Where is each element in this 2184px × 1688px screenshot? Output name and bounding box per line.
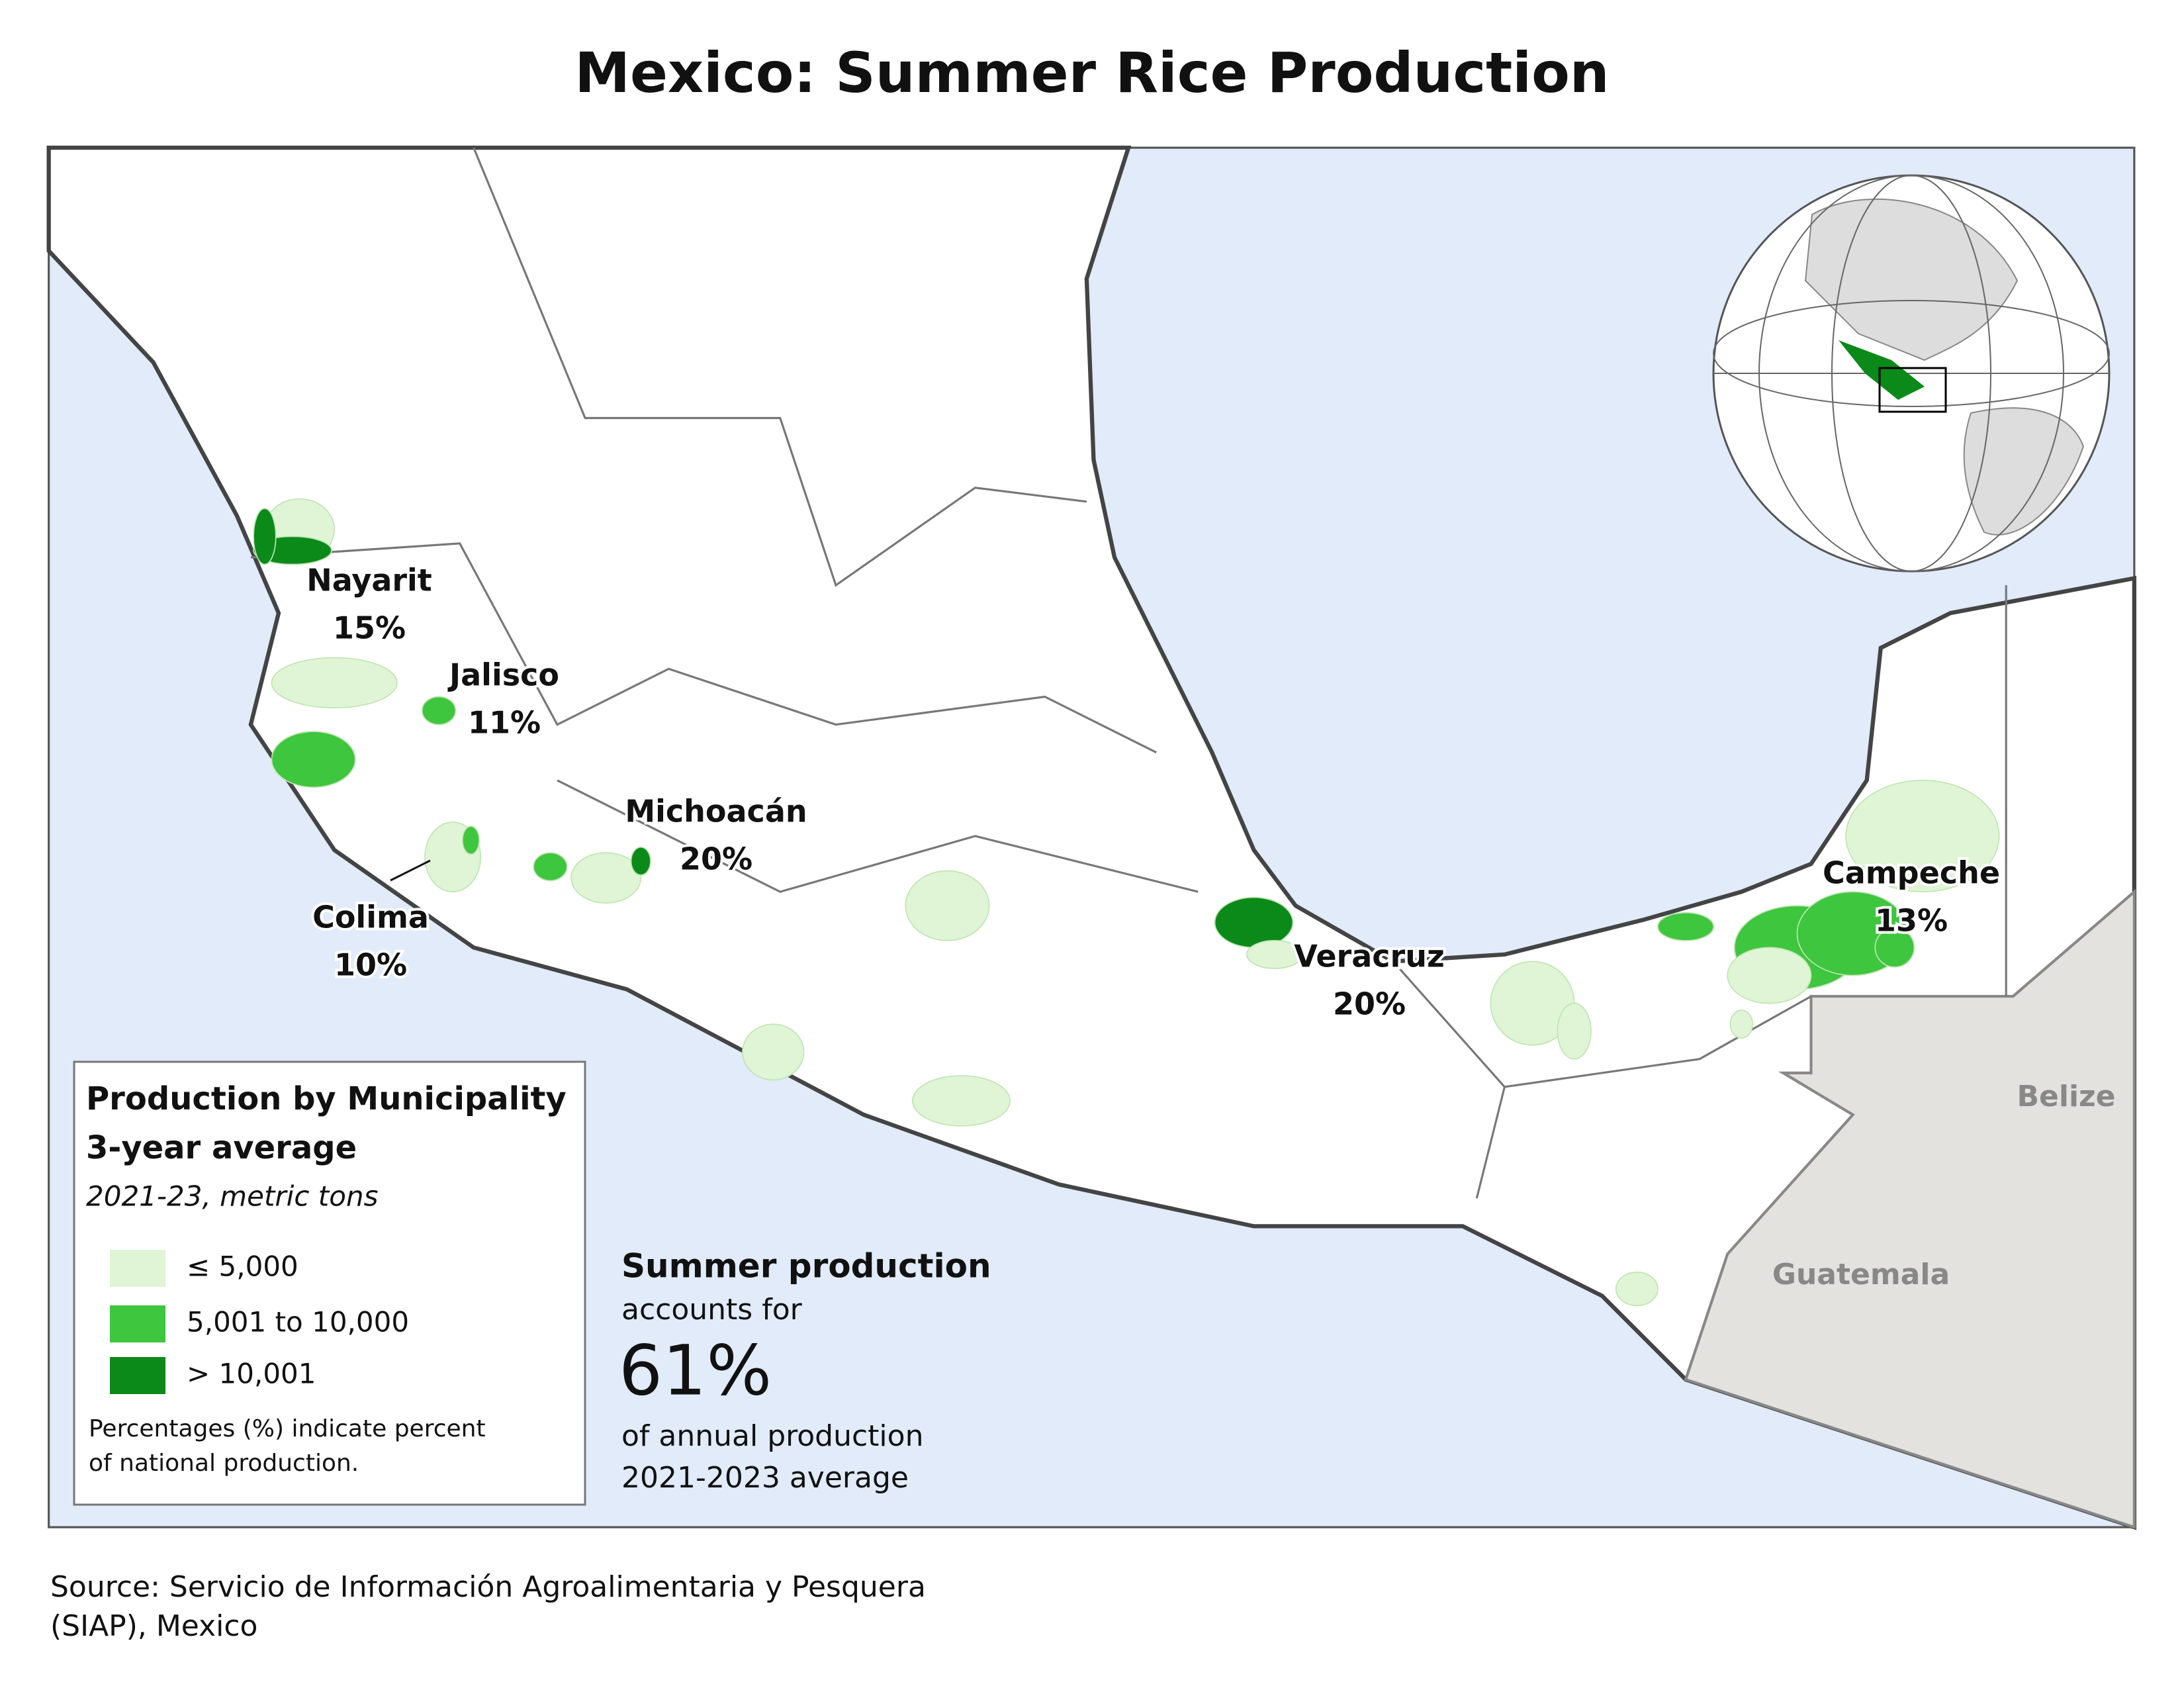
production-areas	[253, 498, 2000, 1307]
municipality	[1557, 1002, 1592, 1060]
legend-swatch	[110, 1357, 165, 1394]
summary-text: 2021-2023 average	[621, 1461, 909, 1495]
title: Mexico: Summer Rice Production	[574, 40, 1609, 105]
region-share: 10%	[334, 947, 407, 983]
region-name: Jalisco	[447, 657, 559, 693]
state-borders	[250, 147, 2007, 1199]
guatemala-belize	[1684, 888, 2136, 1529]
legend-note: Percentages (%) indicate percent	[89, 1415, 486, 1442]
municipality	[533, 852, 568, 882]
source: (SIAP), Mexico	[50, 1609, 257, 1643]
region-share: 11%	[468, 705, 541, 741]
summary-text: accounts for	[621, 1293, 803, 1327]
source: Source: Servicio de Información Agroalim…	[50, 1570, 926, 1604]
municipality	[462, 825, 480, 855]
region-name: Veracruz	[1294, 939, 1444, 974]
municipality	[271, 657, 398, 709]
legend-note: of national production.	[89, 1450, 359, 1477]
municipality	[1729, 1009, 1753, 1039]
legend-label: 5,001 to 10,000	[187, 1306, 409, 1338]
country-label: Belize	[2017, 1080, 2116, 1113]
municipality	[1214, 896, 1294, 949]
globe	[1712, 174, 2111, 573]
municipality	[1874, 927, 1915, 968]
municipality	[271, 731, 356, 788]
leader-line	[390, 859, 431, 882]
legend: Production by Municipality 3-year averag…	[86, 1080, 567, 1477]
summary-figure: 61%	[619, 1330, 772, 1411]
region-labels: Nayarit 15% Jalisco 11% Michoacán 20% Colima 10…	[304, 560, 2003, 1025]
region-name: Michoacán	[625, 794, 807, 829]
legend-label: ≤ 5,000	[187, 1250, 298, 1283]
summary-text: of annual production	[621, 1419, 923, 1453]
region-share: 20%	[1333, 986, 1406, 1022]
municipality	[1657, 912, 1714, 941]
country-label: Guatemala	[1772, 1258, 1950, 1291]
region-share: 20%	[680, 841, 752, 877]
municipality	[742, 1023, 805, 1081]
summary-heading: Summer production	[621, 1247, 991, 1286]
legend-subtitle: 2021-23, metric tons	[86, 1180, 378, 1213]
municipality	[905, 870, 990, 941]
municipality	[1246, 940, 1304, 969]
region-name: Colima	[312, 900, 429, 935]
region-share: 15%	[333, 610, 406, 646]
municipality	[911, 1075, 1011, 1127]
legend-title: 3-year average	[86, 1129, 357, 1166]
legend-title: Production by Municipality	[86, 1080, 567, 1117]
region-share: 13%	[1875, 903, 1948, 939]
municipality	[253, 508, 277, 565]
land	[46, 145, 2137, 1530]
municipality	[421, 696, 457, 726]
region-name: Campeche	[1823, 855, 2000, 891]
legend-swatch	[110, 1305, 165, 1342]
municipality	[630, 846, 651, 876]
region-name: Nayarit	[306, 563, 432, 598]
municipality	[1845, 779, 2000, 893]
legend-swatch	[110, 1250, 165, 1287]
legend-label: > 10,001	[187, 1358, 316, 1390]
municipality	[1615, 1272, 1659, 1307]
municipality	[1727, 947, 1812, 1004]
municipality	[570, 852, 642, 904]
